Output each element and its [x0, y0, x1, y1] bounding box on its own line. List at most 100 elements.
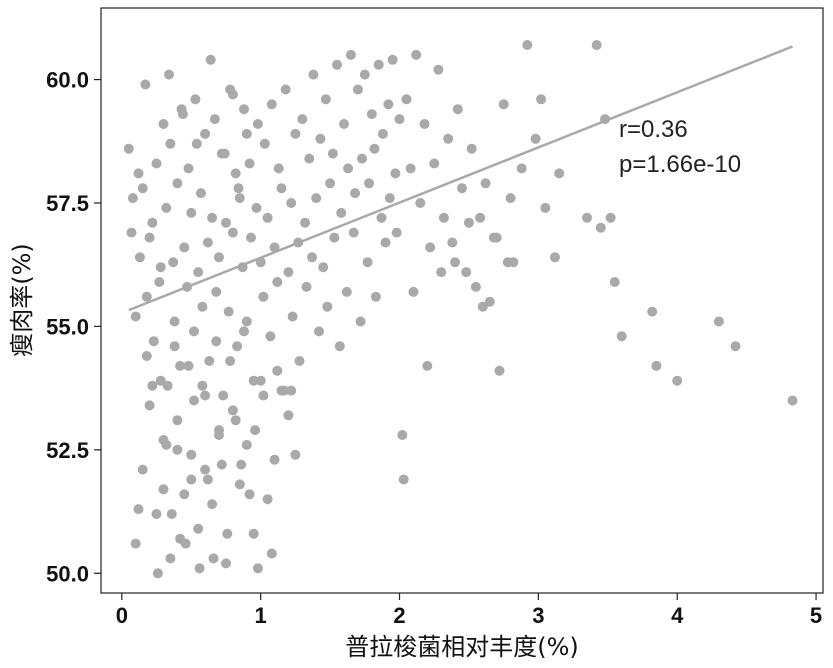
data-point — [606, 213, 616, 223]
data-point — [267, 99, 277, 109]
data-point — [335, 341, 345, 351]
x-tick-label: 0 — [116, 603, 128, 628]
data-point — [138, 465, 148, 475]
data-point — [447, 238, 457, 248]
data-point — [371, 292, 381, 302]
data-point — [439, 213, 449, 223]
data-point — [374, 60, 384, 70]
data-point — [277, 183, 287, 193]
data-point — [443, 134, 453, 144]
data-point — [788, 396, 798, 406]
data-point — [131, 539, 141, 549]
data-point — [234, 183, 244, 193]
data-point — [222, 529, 232, 539]
data-point — [206, 55, 216, 65]
data-point — [197, 381, 207, 391]
data-point — [388, 55, 398, 65]
data-point — [196, 188, 206, 198]
data-point — [315, 134, 325, 144]
data-point — [224, 307, 234, 317]
data-point — [232, 341, 242, 351]
data-point — [531, 134, 541, 144]
data-point — [250, 425, 260, 435]
data-points — [124, 40, 798, 578]
data-point — [307, 252, 317, 262]
data-point — [170, 317, 180, 327]
data-point — [540, 203, 550, 213]
data-point — [714, 317, 724, 327]
data-point — [214, 252, 224, 262]
data-point — [218, 391, 228, 401]
data-point — [274, 163, 284, 173]
data-point — [161, 203, 171, 213]
data-point — [127, 228, 137, 238]
data-point — [252, 203, 262, 213]
data-point — [350, 188, 360, 198]
data-point — [186, 208, 196, 218]
data-point — [145, 400, 155, 410]
data-point — [383, 99, 393, 109]
x-tick-label: 2 — [393, 603, 405, 628]
data-point — [408, 287, 418, 297]
data-point — [731, 341, 741, 351]
data-point — [200, 129, 210, 139]
data-point — [536, 94, 546, 104]
data-point — [140, 80, 150, 90]
data-point — [272, 277, 282, 287]
data-point — [495, 366, 505, 376]
data-point — [170, 341, 180, 351]
data-point — [286, 198, 296, 208]
data-point — [610, 277, 620, 287]
data-point — [152, 159, 162, 169]
data-point — [288, 312, 298, 322]
data-point — [295, 356, 305, 366]
data-point — [433, 65, 443, 75]
data-point — [617, 331, 627, 341]
data-point — [134, 168, 144, 178]
data-point — [265, 331, 275, 341]
data-point — [360, 70, 370, 80]
data-point — [343, 163, 353, 173]
data-point — [471, 282, 481, 292]
x-tick-label: 5 — [810, 603, 822, 628]
data-point — [260, 139, 270, 149]
data-point — [164, 70, 174, 80]
data-point — [210, 114, 220, 124]
data-point — [390, 168, 400, 178]
y-tick-label: 50.0 — [46, 561, 89, 586]
data-point — [425, 242, 435, 252]
data-point — [203, 475, 213, 485]
data-point — [508, 257, 518, 267]
data-point — [582, 213, 592, 223]
data-point — [245, 489, 255, 499]
data-point — [186, 475, 196, 485]
data-point — [193, 524, 203, 534]
data-point — [270, 455, 280, 465]
data-point — [406, 163, 416, 173]
data-point — [207, 213, 217, 223]
data-point — [464, 218, 474, 228]
data-point — [436, 267, 446, 277]
data-point — [395, 114, 405, 124]
data-point — [181, 539, 191, 549]
data-point — [672, 376, 682, 386]
data-point — [236, 460, 246, 470]
data-point — [253, 119, 263, 129]
data-point — [189, 326, 199, 336]
data-point — [184, 163, 194, 173]
data-point — [311, 193, 321, 203]
data-point — [179, 242, 189, 252]
data-point — [231, 415, 241, 425]
data-point — [200, 391, 210, 401]
data-point — [300, 218, 310, 228]
annotation-r: r=0.36 — [619, 116, 688, 143]
data-point — [281, 85, 291, 95]
data-point — [651, 361, 661, 371]
data-point — [325, 178, 335, 188]
data-point — [235, 193, 245, 203]
data-point — [184, 361, 194, 371]
x-tick-label: 1 — [255, 603, 267, 628]
data-point — [168, 257, 178, 267]
data-point — [263, 494, 273, 504]
